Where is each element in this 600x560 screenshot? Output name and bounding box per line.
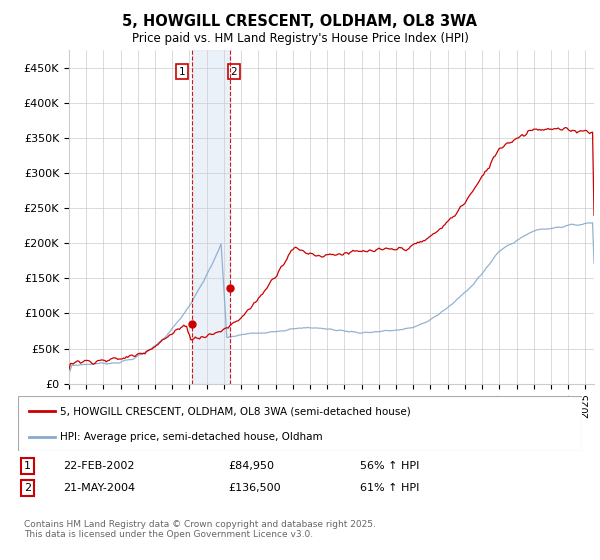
Text: 1: 1: [24, 461, 31, 471]
FancyBboxPatch shape: [18, 396, 582, 451]
Text: 2: 2: [230, 67, 237, 77]
Text: 61% ↑ HPI: 61% ↑ HPI: [360, 483, 419, 493]
Text: 5, HOWGILL CRESCENT, OLDHAM, OL8 3WA: 5, HOWGILL CRESCENT, OLDHAM, OL8 3WA: [122, 14, 478, 29]
Text: 2: 2: [24, 483, 31, 493]
Text: 21-MAY-2004: 21-MAY-2004: [63, 483, 135, 493]
Text: 22-FEB-2002: 22-FEB-2002: [63, 461, 134, 471]
Text: Contains HM Land Registry data © Crown copyright and database right 2025.
This d: Contains HM Land Registry data © Crown c…: [24, 520, 376, 539]
Text: Price paid vs. HM Land Registry's House Price Index (HPI): Price paid vs. HM Land Registry's House …: [131, 32, 469, 45]
Text: HPI: Average price, semi-detached house, Oldham: HPI: Average price, semi-detached house,…: [60, 432, 323, 442]
Text: 1: 1: [179, 67, 185, 77]
Text: 5, HOWGILL CRESCENT, OLDHAM, OL8 3WA (semi-detached house): 5, HOWGILL CRESCENT, OLDHAM, OL8 3WA (se…: [60, 407, 411, 416]
Text: 56% ↑ HPI: 56% ↑ HPI: [360, 461, 419, 471]
Bar: [191, 50, 230, 384]
Text: £84,950: £84,950: [228, 461, 274, 471]
Text: £136,500: £136,500: [228, 483, 281, 493]
